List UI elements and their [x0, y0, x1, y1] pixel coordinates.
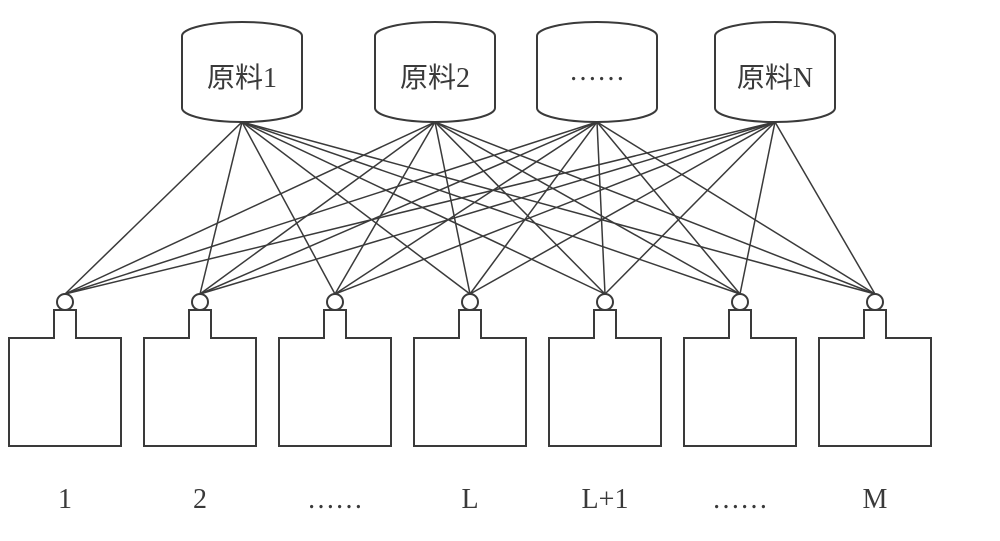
reactor-node — [549, 310, 661, 446]
edge — [200, 122, 775, 294]
material-node-label: 原料N — [715, 56, 835, 96]
reactor-node-label: …… — [275, 484, 395, 516]
edge — [65, 122, 435, 294]
material-node-label: 原料1 — [182, 56, 302, 96]
reactor-inlet-circle — [192, 294, 208, 310]
reactor-node — [9, 310, 121, 446]
reactor-inlet-circle — [597, 294, 613, 310]
reactor-node-label: …… — [680, 484, 800, 516]
reactor-node-label: L — [410, 484, 530, 516]
diagram-svg — [0, 0, 1000, 541]
bottom-nodes-layer — [9, 294, 931, 446]
edge — [597, 122, 875, 294]
reactor-node — [279, 310, 391, 446]
reactor-inlet-circle — [732, 294, 748, 310]
edge — [435, 122, 875, 294]
edge — [435, 122, 740, 294]
reactor-inlet-circle — [462, 294, 478, 310]
edge — [597, 122, 605, 294]
material-node-label: …… — [537, 56, 657, 88]
reactor-node — [819, 310, 931, 446]
reactor-node-label: M — [815, 484, 935, 516]
edge — [242, 122, 605, 294]
reactor-node-label: 2 — [140, 484, 260, 516]
reactor-inlet-circle — [57, 294, 73, 310]
reactor-node — [414, 310, 526, 446]
material-node-label: 原料2 — [375, 56, 495, 96]
edge — [242, 122, 470, 294]
reactor-inlet-circle — [327, 294, 343, 310]
edge — [435, 122, 605, 294]
reactor-node-label: 1 — [5, 484, 125, 516]
reactor-node — [144, 310, 256, 446]
edge — [65, 122, 242, 294]
edges-layer — [65, 122, 875, 294]
edge — [775, 122, 875, 294]
reactor-node — [684, 310, 796, 446]
reactor-node-label: L+1 — [545, 484, 665, 516]
reactor-inlet-circle — [867, 294, 883, 310]
edge — [740, 122, 775, 294]
